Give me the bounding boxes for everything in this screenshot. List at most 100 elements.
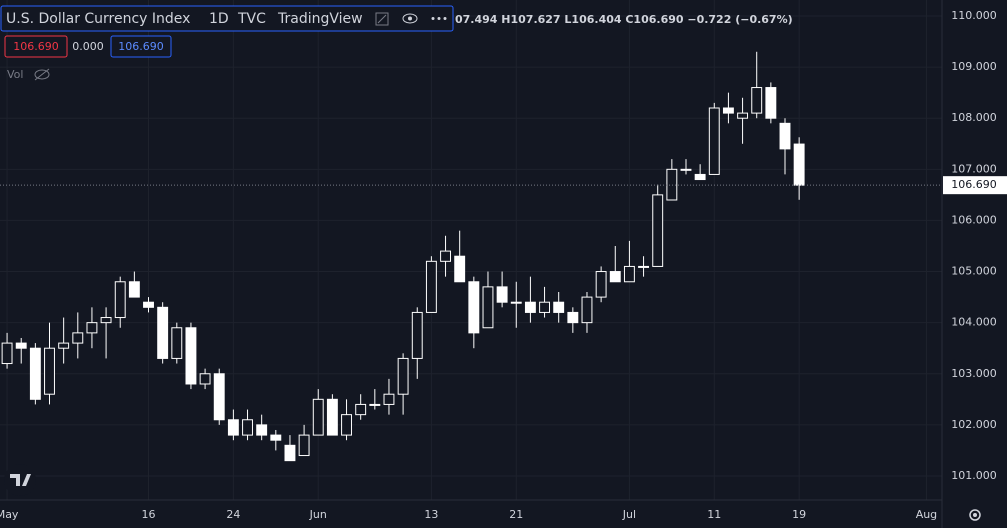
y-tick-label: 110.000 [951, 9, 997, 22]
candle-body [581, 296, 593, 324]
x-tick-label: May [0, 508, 19, 521]
y-tick-label: 108.000 [951, 111, 997, 124]
candle-body [609, 271, 621, 283]
bid-price: 106.690 [13, 40, 59, 53]
x-tick-label: 16 [142, 508, 156, 521]
ask-price: 106.690 [118, 40, 164, 53]
symbol-box[interactable] [0, 5, 454, 32]
x-tick-label: 21 [509, 508, 523, 521]
y-tick-label: 101.000 [951, 469, 997, 482]
y-tick-label: 105.000 [951, 265, 997, 278]
settings-icon[interactable] [969, 509, 981, 521]
candle-body [256, 424, 268, 436]
candle-body [425, 260, 437, 313]
candle-body [751, 87, 763, 114]
candle-body [58, 342, 70, 349]
candle-body [496, 286, 508, 303]
candle-body [722, 107, 734, 114]
flag-icon[interactable] [375, 12, 389, 26]
candle-body [242, 419, 253, 436]
candle-body [708, 107, 720, 175]
candle-body [100, 317, 112, 324]
candle-body [666, 168, 678, 201]
candle-body [44, 347, 55, 395]
bid-badge [4, 35, 68, 58]
axes: 101.000 102.000 103.000 104.000 105.000 106.0… [0, 9, 1007, 521]
tradingview-logo[interactable] [4, 464, 36, 496]
candle-body [312, 398, 324, 436]
candle-body [397, 357, 409, 395]
candles [0, 51, 942, 462]
candle-body [680, 168, 692, 171]
candle-body [440, 250, 451, 262]
candle-body [171, 327, 183, 359]
candle-body [199, 373, 211, 385]
candle-body [411, 311, 423, 359]
candle-body [326, 398, 338, 436]
candle-body [482, 286, 494, 329]
candle-body [765, 87, 777, 119]
more-dot[interactable] [431, 17, 435, 20]
candle-body [623, 265, 635, 283]
candle-body [737, 112, 749, 119]
candle-body [213, 373, 225, 421]
symbol-title: U.S. Dollar Currency Index [6, 11, 190, 27]
ask-badge [110, 35, 172, 58]
candle-body [510, 301, 522, 304]
candle-body [227, 419, 239, 436]
volume-label: Vol [7, 68, 23, 81]
y-tick-label: 109.000 [951, 60, 997, 73]
candle-body [454, 255, 466, 283]
last-price-label: 106.690 [951, 178, 997, 191]
candle-body [86, 322, 98, 334]
x-tick-label: Jul [622, 508, 636, 521]
x-tick-label: 11 [707, 508, 721, 521]
source: TradingView [277, 11, 363, 27]
candle-body [128, 281, 140, 298]
x-tick-label: 19 [792, 508, 806, 521]
last-price-box [943, 176, 1007, 195]
candle-body [284, 444, 296, 462]
spread: 0.000 [72, 40, 104, 53]
x-tick-label: 13 [424, 508, 438, 521]
exchange: TVC [237, 11, 266, 27]
candle-body [539, 301, 551, 313]
more-dot[interactable] [443, 17, 447, 20]
candle-body [270, 434, 282, 441]
x-tick-label: Aug [916, 508, 937, 521]
candle-body [185, 327, 197, 385]
candle-body [793, 143, 805, 186]
ohlc-values: 07.494 H107.627 L106.404 C106.690 −0.722… [455, 13, 793, 26]
candle-body [29, 347, 41, 400]
candle-body [298, 434, 310, 457]
y-tick-label: 106.000 [951, 213, 997, 226]
candle-body [341, 414, 352, 436]
eye-icon[interactable] [402, 13, 418, 24]
more-dot[interactable] [437, 17, 441, 20]
candle-body [383, 393, 395, 405]
candle-body [143, 301, 154, 308]
hide-icon[interactable] [34, 68, 50, 81]
candle-body [638, 265, 650, 268]
candle-body [72, 332, 84, 344]
candle-body [652, 194, 664, 267]
y-tick-label: 103.000 [951, 367, 997, 380]
y-tick-label: 107.000 [951, 162, 997, 175]
x-tick-label: 24 [226, 508, 240, 521]
candle-body [524, 301, 536, 313]
candle-body [157, 306, 169, 359]
candle-body [595, 271, 607, 298]
x-tick-label: Jun [309, 508, 327, 521]
y-tick-label: 102.000 [951, 418, 997, 431]
eye-pupil [408, 16, 412, 21]
candle-body [553, 301, 565, 313]
candle-body [369, 403, 381, 406]
interval[interactable]: 1D [209, 11, 229, 27]
candle-body [694, 173, 706, 181]
candle-body [1, 342, 13, 365]
candle-body [468, 281, 480, 334]
y-tick-label: 104.000 [951, 316, 997, 329]
candle-body [779, 122, 791, 150]
